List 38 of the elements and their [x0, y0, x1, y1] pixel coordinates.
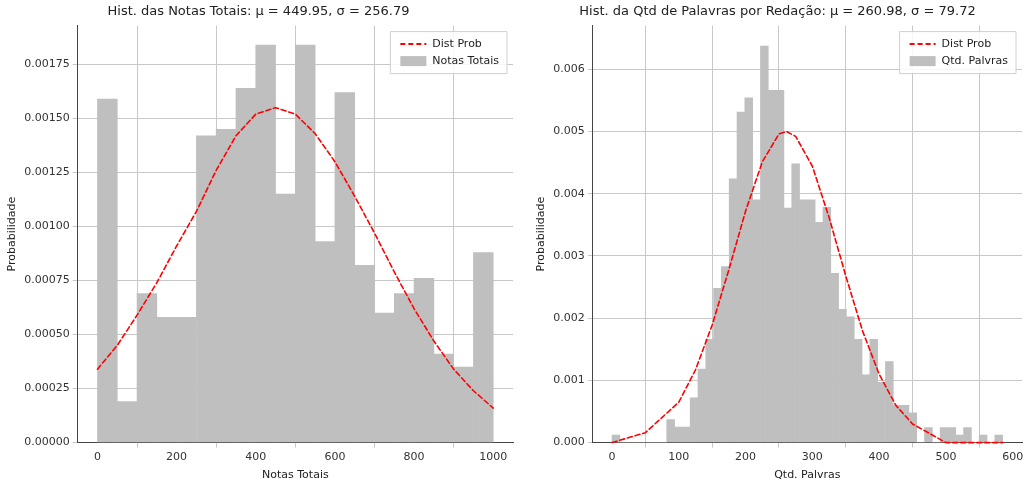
y-tick-label: 0.00050 — [24, 327, 70, 341]
chart-title: Hist. das Notas Totais: μ = 449.95, σ = 256.79 — [107, 3, 410, 19]
x-axis-title: Notas Totais — [262, 468, 329, 482]
x-tick-label: 200 — [735, 450, 757, 464]
y-axis-title: Probabilidade — [5, 196, 19, 272]
legend-label: Dist Prob — [432, 36, 482, 50]
x-axis-title: Qtd. Palvras — [774, 468, 841, 482]
x-tick-label: 1000 — [479, 450, 508, 464]
y-tick-label: 0.000 — [553, 435, 585, 449]
y-tick-label: 0.00150 — [24, 111, 70, 125]
y-tick-label: 0.005 — [553, 124, 585, 138]
y-tick-label: 0.00000 — [24, 435, 70, 449]
legend-label: Qtd. Palvras — [941, 53, 1009, 67]
x-tick-label: 200 — [166, 450, 188, 464]
x-tick-label: 400 — [245, 450, 267, 464]
x-tick-label: 0 — [93, 450, 101, 464]
legend-label: Notas Totais — [432, 53, 500, 67]
y-tick-label: 0.00100 — [24, 219, 70, 233]
y-tick-label: 0.00075 — [24, 273, 70, 287]
y-tick-label: 0.00125 — [24, 165, 70, 179]
chart-title: Hist. da Qtd de Palavras por Redação: μ = 260.98, σ = 79.72 — [579, 3, 976, 19]
y-tick-label: 0.00175 — [24, 57, 70, 71]
x-tick-label: 300 — [801, 450, 823, 464]
x-tick-label: 400 — [868, 450, 890, 464]
x-tick-label: 0 — [608, 450, 616, 464]
y-tick-label: 0.006 — [553, 62, 585, 76]
x-tick-label: 800 — [403, 450, 425, 464]
x-tick-label: 500 — [935, 450, 957, 464]
x-tick-label: 600 — [1002, 450, 1024, 464]
y-axis-title: Probabilidade — [534, 196, 548, 272]
x-tick-label: 100 — [668, 450, 690, 464]
y-tick-label: 0.00025 — [24, 381, 70, 395]
y-tick-label: 0.002 — [553, 310, 585, 324]
x-tick-label: 600 — [324, 450, 346, 464]
y-tick-label: 0.001 — [553, 373, 585, 387]
y-tick-label: 0.004 — [553, 186, 585, 200]
y-tick-label: 0.003 — [553, 248, 585, 262]
legend-label: Dist Prob — [941, 36, 992, 50]
